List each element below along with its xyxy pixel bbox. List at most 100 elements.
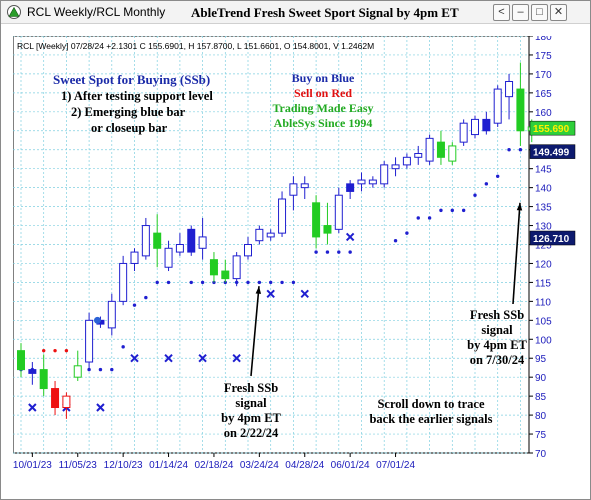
scroll-note: back the earlier signals <box>369 412 492 426</box>
candle-body[interactable] <box>414 153 423 158</box>
info-line: RCL [Weekly] 07/28/24 +2.1301 C 155.6901… <box>17 41 374 51</box>
candle-body[interactable] <box>448 145 457 162</box>
candle-body[interactable] <box>232 255 241 280</box>
candle-body[interactable] <box>17 350 25 371</box>
candle-body[interactable] <box>368 179 377 185</box>
candle-body[interactable] <box>221 270 230 280</box>
candle-body[interactable] <box>85 319 94 363</box>
candle-body[interactable] <box>471 118 479 136</box>
buy-stop-dot <box>484 182 489 186</box>
buy-stop-dot <box>189 280 193 285</box>
candle-body[interactable] <box>425 137 434 162</box>
back-button[interactable]: < <box>493 4 510 21</box>
candle-body[interactable] <box>380 164 389 185</box>
buy-stop-dot <box>405 231 409 235</box>
buy-stop-dot <box>337 250 341 254</box>
candle-body[interactable] <box>493 88 502 124</box>
candle-body[interactable] <box>255 228 264 242</box>
signal-x-mark <box>28 403 37 412</box>
candle-body[interactable] <box>402 156 411 166</box>
candle-body[interactable] <box>198 236 207 249</box>
signal-x-mark <box>96 403 105 412</box>
candle-body[interactable] <box>312 202 321 238</box>
candle-body[interactable] <box>187 228 196 253</box>
candle-body[interactable] <box>300 183 309 189</box>
signal-x-mark <box>345 232 355 242</box>
candle-body[interactable] <box>244 244 252 257</box>
candle-body[interactable] <box>334 194 343 230</box>
candle-body[interactable] <box>357 179 366 185</box>
candle-body[interactable] <box>119 262 128 302</box>
buy-stop-dot <box>246 280 250 285</box>
sweet-spot-rule-2: 2) Emerging blue bar <box>71 105 186 119</box>
price-badge-label: 126.710 <box>533 234 570 245</box>
y-tick-label: 75 <box>535 430 547 441</box>
candle-body[interactable] <box>51 388 60 409</box>
fresh-signal-note-2: on 7/30/24 <box>470 353 525 367</box>
candle-body[interactable] <box>289 183 298 196</box>
buy-stop-dot <box>496 174 500 178</box>
candle-body[interactable] <box>436 141 445 158</box>
sell-stop-dot <box>42 348 46 353</box>
y-tick-label: 135 <box>535 203 552 214</box>
x-tick-label: 02/18/24 <box>194 460 233 471</box>
fresh-signal-note-2: by 4pm ET <box>467 338 527 352</box>
price-badge <box>529 144 576 159</box>
app-icon <box>7 5 21 19</box>
buy-stop-dot <box>98 367 103 372</box>
buy-stop-dot <box>348 250 352 254</box>
candle-body[interactable] <box>62 395 71 409</box>
candle-body[interactable] <box>28 369 37 374</box>
candle-body[interactable] <box>505 80 514 98</box>
candle-body[interactable] <box>73 365 82 378</box>
signal-x-mark <box>164 354 173 363</box>
candle-body[interactable] <box>482 118 491 132</box>
x-tick-label: 01/14/24 <box>149 460 188 471</box>
buy-stop-dot <box>461 208 466 213</box>
buy-stop-dot <box>450 208 454 213</box>
x-tick-label: 12/10/23 <box>104 460 143 471</box>
signal-arrow-2-head <box>516 202 523 211</box>
candle-body[interactable] <box>175 244 184 253</box>
buy-stop-dot <box>144 295 148 300</box>
candle-body[interactable] <box>459 122 468 143</box>
buy-stop-dot <box>132 303 137 307</box>
emerging-bar-marker <box>93 316 101 324</box>
buy-stop-dot <box>314 250 318 254</box>
candle-body[interactable] <box>107 300 116 329</box>
close-button[interactable]: ✕ <box>550 4 567 21</box>
buy-stop-dot <box>121 345 125 349</box>
buy-stop-dot <box>269 280 273 285</box>
minimize-button[interactable]: – <box>512 4 529 21</box>
y-tick-label: 170 <box>535 70 552 81</box>
y-tick-label: 120 <box>535 259 552 270</box>
buy-stop-dot <box>427 216 432 220</box>
signal-x-mark <box>130 354 139 363</box>
signal-arrow-1 <box>250 286 260 377</box>
candle-body[interactable] <box>130 251 139 264</box>
sell-stop-dot <box>53 348 57 353</box>
candle-body[interactable] <box>278 198 287 234</box>
candle-body[interactable] <box>164 247 173 268</box>
candle-body[interactable] <box>346 183 355 192</box>
candle-body[interactable] <box>39 369 48 390</box>
candle-body[interactable] <box>141 225 150 257</box>
candle-body[interactable] <box>209 259 218 276</box>
sweet-spot-rule-1: 1) After testing support level <box>61 89 213 103</box>
fresh-signal-note-1: signal <box>235 396 267 410</box>
chart-area[interactable]: 70 75 80 85 90 95 100 105 110 115 120 125 130 135 140 1… <box>13 36 591 498</box>
scroll-note: Scroll down to trace <box>377 397 484 411</box>
price-badge <box>529 120 576 136</box>
buy-stop-dot <box>200 280 205 285</box>
candle-body[interactable] <box>391 164 400 170</box>
candle-body[interactable] <box>323 225 332 234</box>
trading-made-easy: Trading Made Easy <box>272 101 373 115</box>
y-tick-label: 70 <box>535 449 547 460</box>
candle-body[interactable] <box>516 88 525 132</box>
sell-stop-dot <box>64 348 69 353</box>
candle-body[interactable] <box>153 232 162 249</box>
y-tick-label: 145 <box>535 165 552 176</box>
candle-body[interactable] <box>266 232 275 238</box>
buy-on-blue: Buy on Blue <box>292 71 355 85</box>
restore-button[interactable]: □ <box>531 4 548 21</box>
